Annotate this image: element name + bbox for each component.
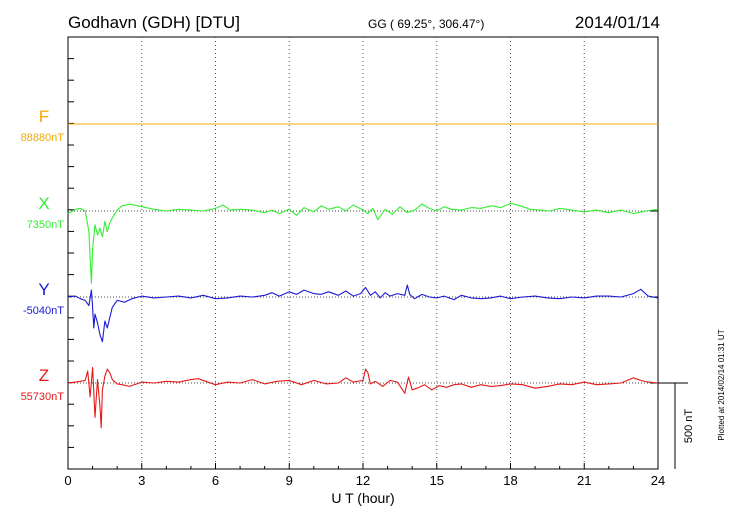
trace-z [67,366,659,429]
baseline-label-y: -5040nT [23,305,64,317]
plotted-timestamp: Plotted at 2014/02/14 01:31 UT [717,329,726,440]
gridlines [141,37,585,469]
series-labels: F 88880nT X 7350nT Y -5040nT Z 55730nT [21,107,65,403]
x-tick-label-15: 15 [430,473,444,488]
series-name-f: F [39,107,49,126]
x-tick-label-3: 3 [138,473,145,488]
series-name-z: Z [39,366,49,385]
scale-bar: 500 nT [658,382,695,469]
x-tick-label-24: 24 [651,473,665,488]
series-name-y: Y [38,280,49,299]
station-title: Godhavn (GDH) [DTU] [68,13,240,32]
x-tick-label-18: 18 [503,473,517,488]
x-tick-label-6: 6 [212,473,219,488]
baseline-label-z: 55730nT [21,391,65,403]
x-tick-label-0: 0 [64,473,71,488]
trace-y [67,284,659,343]
trace-x [67,202,659,284]
x-axis-ticks: 0 3 6 9 12 15 18 21 24 [64,463,665,488]
x-axis-label: U T (hour) [331,490,394,506]
x-tick-label-9: 9 [286,473,293,488]
baseline-label-x: 7350nT [27,219,65,231]
left-ticks [68,58,74,448]
scale-bar-label: 500 nT [683,409,695,444]
x-tick-label-21: 21 [577,473,591,488]
station-coordinates: GG ( 69.25°, 306.47°) [368,17,484,31]
series-name-x: X [38,194,49,213]
baseline-label-f: 88880nT [21,132,65,144]
x-tick-label-12: 12 [356,473,370,488]
traces [67,123,659,429]
chart-date: 2014/01/14 [575,13,660,32]
